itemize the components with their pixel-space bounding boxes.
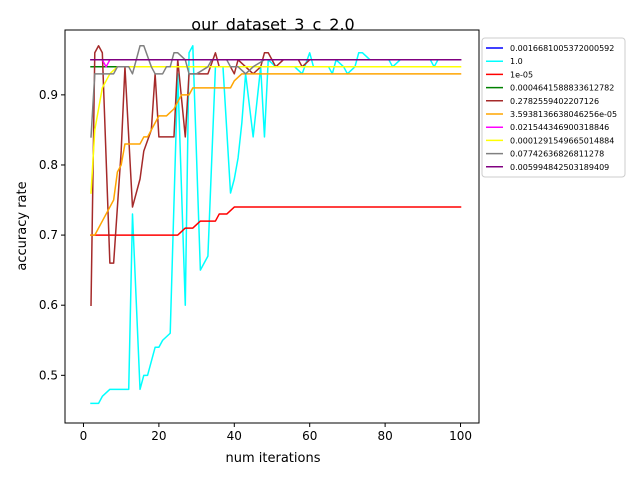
- legend-label-4: 0.0004641588833612782: [510, 84, 614, 93]
- legend-label-10: 0.005994842503189409: [510, 163, 609, 172]
- legend-label-2: 1.0: [510, 57, 523, 66]
- legend-label-8: 0.0001291549665014884: [510, 136, 614, 145]
- y-tick-label: 0.5: [39, 368, 58, 382]
- legend: 0.0016681005372000592 1.0 1e-05 0.000464158…: [481, 37, 626, 178]
- y-tick-label: 0.6: [39, 298, 58, 312]
- y-tick-label: 0.9: [39, 88, 58, 102]
- y-axis: 0.5 0.6 0.7 0.8 0.9: [39, 88, 65, 382]
- x-tick-label: 60: [302, 429, 317, 443]
- y-axis-label: accuracy rate: [15, 181, 30, 270]
- x-tick-label: 20: [151, 429, 166, 443]
- legend-label-5: 0.2782559402207126: [510, 97, 599, 106]
- legend-box: [481, 37, 626, 178]
- legend-label-7: 0.021544346900318846: [510, 123, 609, 132]
- x-tick-label: 80: [377, 429, 392, 443]
- legend-label-1: 0.0016681005372000592: [510, 44, 614, 53]
- y-tick-label: 0.7: [39, 228, 58, 242]
- series-layer: [90, 45, 462, 405]
- series-line-3: [90, 206, 462, 236]
- x-tick-label: 0: [80, 429, 88, 443]
- x-axis-label: num iterations: [226, 451, 321, 466]
- legend-label-3: 1e-05: [510, 70, 533, 79]
- x-tick-label: 40: [227, 429, 242, 443]
- y-tick-label: 0.8: [39, 158, 58, 172]
- x-tick-label: 100: [449, 429, 472, 443]
- x-axis: 0 20 40 60 80 100: [80, 423, 472, 443]
- legend-label-9: 0.07742636826811278: [510, 150, 604, 159]
- plot-frame: [64, 29, 480, 424]
- series-line-6: [90, 73, 462, 236]
- plot-area: [65, 30, 479, 423]
- legend-label-6: 3.5938136638046256e-05: [510, 110, 617, 119]
